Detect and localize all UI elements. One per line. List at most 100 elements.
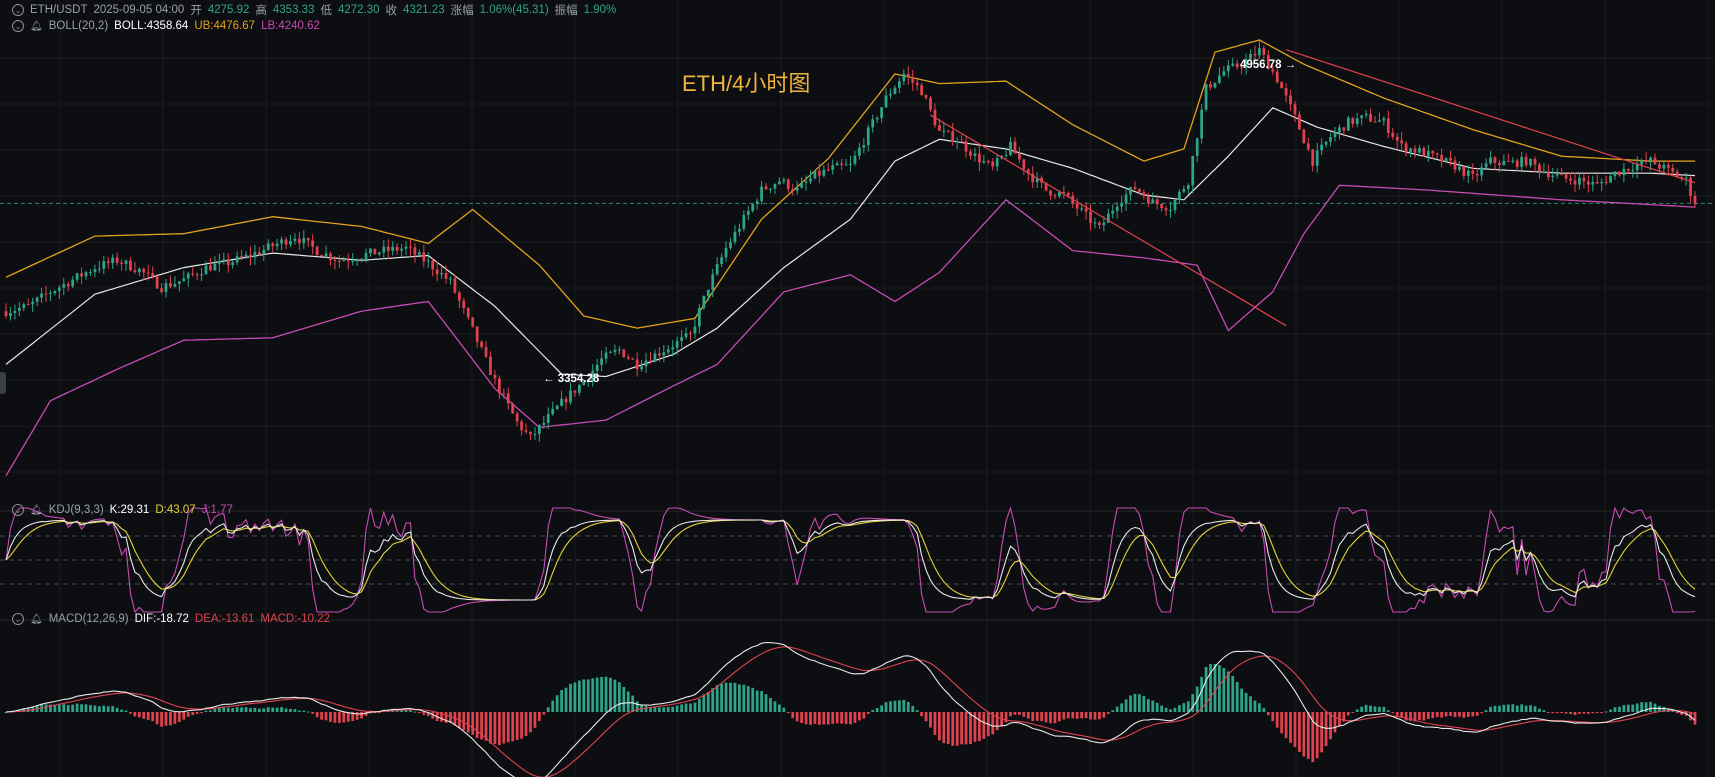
candle-up — [89, 272, 92, 274]
macd-bar-negative — [849, 712, 852, 725]
candle-down — [480, 341, 483, 348]
candle-down — [1493, 157, 1497, 163]
change-label: 涨幅 — [450, 5, 474, 17]
chart-title: ETH/4小时图 — [682, 71, 811, 96]
macd-bar-negative — [1546, 712, 1550, 713]
candle-up — [778, 181, 781, 185]
macd-bar-positive — [66, 705, 70, 712]
macd-bar-negative — [346, 712, 350, 722]
macd-bar-positive — [1355, 709, 1359, 712]
boll-lb-value: LB:4240.62 — [261, 20, 320, 32]
candle-up — [849, 163, 852, 165]
bell-icon[interactable]: 🔔︎ — [30, 504, 43, 516]
candle-up — [889, 93, 892, 96]
macd-bar-negative — [511, 712, 515, 742]
candle-down — [226, 259, 230, 266]
bell-icon[interactable]: 🔔︎ — [30, 20, 43, 32]
macd-bar-positive — [53, 704, 57, 712]
candle-down — [1506, 160, 1510, 162]
candle-up — [680, 337, 683, 341]
kdj-j-line — [5, 506, 1696, 614]
macd-bar-negative — [1409, 712, 1412, 721]
macd-bar-positive — [1146, 699, 1150, 712]
candle-up — [729, 242, 732, 248]
macd-bar-negative — [1071, 712, 1075, 719]
candle-down — [284, 239, 288, 245]
candle-down — [1582, 177, 1586, 182]
candle-up — [1484, 163, 1488, 168]
candle-down — [195, 274, 199, 276]
candle-up — [1466, 170, 1470, 176]
collapse-icon[interactable]: ⌄ — [12, 613, 24, 625]
macd-bar-negative — [929, 712, 932, 728]
candle-up — [391, 246, 395, 251]
candle-down — [1284, 88, 1288, 96]
candle-down — [1475, 174, 1479, 176]
candle-up — [671, 347, 675, 350]
collapse-icon[interactable]: ⌄ — [12, 504, 24, 516]
macd-bar-positive — [257, 708, 261, 712]
macd-bar-positive — [724, 682, 728, 712]
macd-bar-negative — [1333, 712, 1337, 733]
candle-up — [858, 147, 861, 156]
macd-bar-negative — [1395, 712, 1399, 716]
macd-bar-positive — [773, 701, 777, 712]
candle-down — [1066, 192, 1070, 196]
candle-up — [231, 262, 235, 266]
macd-bar-positive — [1613, 707, 1617, 712]
macd-bar-negative — [1062, 712, 1066, 720]
macd-bar-positive — [577, 680, 581, 712]
macd-bar-positive — [738, 684, 741, 712]
candle-down — [951, 131, 955, 142]
macd-bar-positive — [209, 710, 212, 712]
candle-up — [324, 253, 328, 257]
candle-up — [1080, 208, 1084, 210]
open-value: 4275.92 — [207, 4, 250, 16]
candle-up — [733, 231, 737, 243]
candle-up — [769, 188, 772, 190]
macd-bar-negative — [440, 712, 443, 722]
macd-bar-positive — [1160, 705, 1164, 712]
macd-bar-positive — [1498, 705, 1501, 712]
panel-resize-handle[interactable] — [0, 372, 6, 394]
candle-down — [80, 273, 83, 277]
candle-up — [542, 422, 546, 426]
macd-bar-negative — [1431, 712, 1435, 718]
collapse-icon[interactable]: ⌄ — [12, 20, 24, 32]
candle-up — [1409, 148, 1412, 153]
macd-bar-negative — [1320, 712, 1324, 753]
candle-down — [520, 421, 523, 431]
candle-down — [1022, 159, 1026, 170]
macd-bar-positive — [284, 708, 288, 712]
kdj-j-value: J:1.77 — [201, 504, 233, 516]
candle-up — [1600, 181, 1604, 184]
collapse-icon[interactable]: ⌄ — [12, 4, 24, 16]
bell-icon[interactable]: 🔔︎ — [30, 613, 43, 625]
candle-down — [1133, 187, 1137, 190]
candle-down — [1653, 157, 1657, 165]
macd-bar-positive — [1538, 708, 1541, 712]
macd-bar-negative — [804, 712, 808, 725]
macd-bar-negative — [1106, 712, 1110, 714]
macd-bar-positive — [546, 707, 550, 712]
candle-down — [786, 179, 790, 189]
candle-down — [1564, 174, 1568, 179]
candle-up — [653, 353, 657, 362]
macd-bar-negative — [489, 712, 492, 744]
macd-bar-positive — [1258, 703, 1261, 712]
candle-down — [1644, 160, 1648, 163]
macd-bar-positive — [289, 708, 292, 712]
candle-up — [813, 170, 817, 179]
macd-bar-positive — [17, 709, 21, 712]
candle-up — [1662, 164, 1666, 169]
macd-bar-positive — [586, 679, 590, 712]
candle-down — [1266, 54, 1270, 70]
candle-down — [1369, 113, 1372, 122]
macd-bar-positive — [1120, 703, 1124, 712]
macd-bar-positive — [1609, 709, 1612, 712]
candle-up — [351, 260, 355, 262]
candle-up — [280, 239, 283, 244]
macd-bar-negative — [142, 712, 146, 719]
macd-bar-positive — [1226, 671, 1230, 712]
